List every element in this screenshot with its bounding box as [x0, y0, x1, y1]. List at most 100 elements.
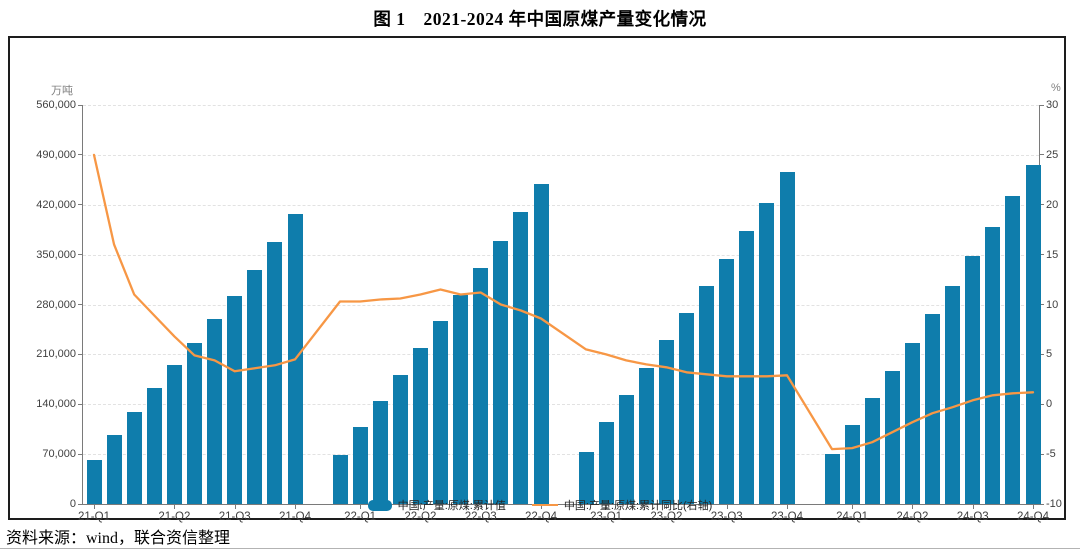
- grid-line: [83, 204, 1039, 206]
- left-axis-tick-label: 140,000: [36, 398, 76, 411]
- x-axis-tick: [726, 504, 728, 509]
- bar: [1025, 164, 1041, 504]
- bar: [433, 321, 448, 504]
- bar-series-swatch-icon: [367, 499, 392, 511]
- x-axis-tick-label: 24-Q1: [836, 511, 869, 523]
- bar: [126, 411, 142, 504]
- bar: [86, 459, 102, 504]
- x-axis-tick-label: 24-Q3: [956, 511, 989, 523]
- grid-line: [83, 154, 1039, 156]
- legend-label-line: 中国:产量:原煤:累计同比(右轴): [563, 500, 713, 512]
- x-axis-tick: [360, 504, 362, 509]
- right-axis-tick-label: -10: [1046, 498, 1062, 510]
- left-axis-tick: [78, 403, 83, 405]
- grid-line: [83, 254, 1039, 256]
- grid-line: [83, 454, 1039, 456]
- bar: [658, 340, 674, 504]
- bar: [759, 203, 775, 504]
- left-axis-tick-label: 280,000: [36, 298, 76, 311]
- right-axis-tick: [1039, 503, 1044, 505]
- bar: [844, 424, 860, 504]
- bar: [779, 172, 795, 504]
- right-axis-unit: %: [1051, 82, 1061, 94]
- grid-line: [83, 304, 1039, 306]
- source-note: 资料来源：wind，联合资信整理: [6, 530, 231, 547]
- x-axis-tick: [1033, 504, 1034, 509]
- bar: [864, 398, 880, 504]
- chart-legend: 中国:产量:原煤:累计值 中国:产量:原煤:累计同比(右轴): [0, 497, 1080, 513]
- x-axis-tick-label: 22-Q2: [404, 511, 437, 523]
- grid-line: [83, 404, 1039, 406]
- bar: [638, 367, 654, 504]
- left-axis-tick: [78, 104, 83, 106]
- right-axis-tick: [1039, 353, 1044, 355]
- x-axis-tick: [480, 504, 482, 509]
- x-axis-tick-label: 23-Q1: [590, 511, 623, 523]
- left-axis-tick-label: 70,000: [42, 448, 76, 461]
- bar: [453, 295, 469, 504]
- left-axis-tick-label: 420,000: [36, 198, 76, 211]
- chart-frame: 万吨 % 0 70,000 140,000 210,000 280,000 350,000…: [8, 36, 1066, 523]
- left-axis-tick-label: 350,000: [36, 248, 76, 261]
- x-axis-tick: [94, 504, 95, 509]
- x-axis-tick-label: 21-Q2: [158, 511, 191, 523]
- bar: [247, 270, 263, 504]
- left-axis-unit: 万吨: [51, 85, 73, 97]
- bar: [679, 313, 694, 504]
- bar: [473, 267, 489, 504]
- bar: [513, 212, 529, 504]
- x-axis-tick: [787, 504, 788, 509]
- x-axis-tick: [234, 504, 236, 509]
- x-axis-tick-label: 22-Q1: [344, 511, 377, 523]
- bar: [739, 231, 755, 504]
- x-axis-tick-label: 24-Q2: [896, 511, 929, 523]
- right-axis-tick: [1039, 254, 1044, 256]
- chart-title: 图 1 2021-2024 年中国原煤产量变化情况: [373, 9, 707, 29]
- bar: [187, 342, 202, 504]
- right-axis-tick-label: 25: [1046, 148, 1059, 161]
- plot-area: 万吨 % 0 70,000 140,000 210,000 280,000 350,000…: [36, 82, 1062, 523]
- right-axis-tick: [1039, 453, 1044, 455]
- bar: [824, 453, 840, 504]
- bar: [965, 256, 981, 504]
- x-axis-tick-label: 21-Q1: [78, 511, 110, 523]
- yoy-line-chart: [92, 153, 1035, 451]
- line-series-swatch-icon: [531, 504, 558, 506]
- right-axis-tick: [1039, 403, 1044, 405]
- bar: [106, 434, 122, 504]
- legend-item-bar: 中国:产量:原煤:累计值: [367, 497, 506, 513]
- bar: [493, 241, 509, 504]
- left-axis-tick-label: 0: [69, 498, 76, 510]
- x-axis-tick-label: 23-Q3: [710, 511, 743, 523]
- bar: [392, 374, 408, 504]
- right-axis-tick-label: 30: [1046, 99, 1059, 111]
- bar: [352, 426, 368, 504]
- bottom-divider: [0, 548, 1080, 549]
- left-axis-tick: [78, 503, 83, 505]
- bar: [332, 455, 348, 504]
- bar: [1005, 195, 1021, 504]
- x-axis-tick-label: 23-Q4: [771, 511, 803, 523]
- x-axis-tick: [295, 504, 296, 509]
- bar: [884, 371, 900, 504]
- x-axis-tick: [666, 504, 668, 509]
- bar: [925, 314, 940, 504]
- legend-label-bar: 中国:产量:原煤:累计值: [397, 500, 506, 512]
- left-axis-tick: [78, 254, 83, 256]
- right-axis-tick: [1039, 304, 1044, 305]
- right-axis-tick-label: -5: [1046, 448, 1056, 461]
- bar: [207, 318, 223, 504]
- yoy-line: [92, 153, 1035, 451]
- left-axis-tick-label: 210,000: [36, 348, 76, 361]
- x-axis-line: [82, 504, 1040, 505]
- bar: [945, 286, 961, 504]
- right-axis-tick: [1039, 154, 1044, 156]
- x-axis-tick-label: 24-Q4: [1017, 511, 1049, 523]
- left-axis-tick-label: 560,000: [36, 99, 76, 111]
- x-axis-tick: [174, 504, 176, 509]
- grid-line: [83, 354, 1039, 356]
- bar: [578, 451, 594, 504]
- x-axis-tick: [852, 504, 854, 509]
- grid-line: [83, 105, 1039, 106]
- left-axis-tick: [78, 353, 83, 355]
